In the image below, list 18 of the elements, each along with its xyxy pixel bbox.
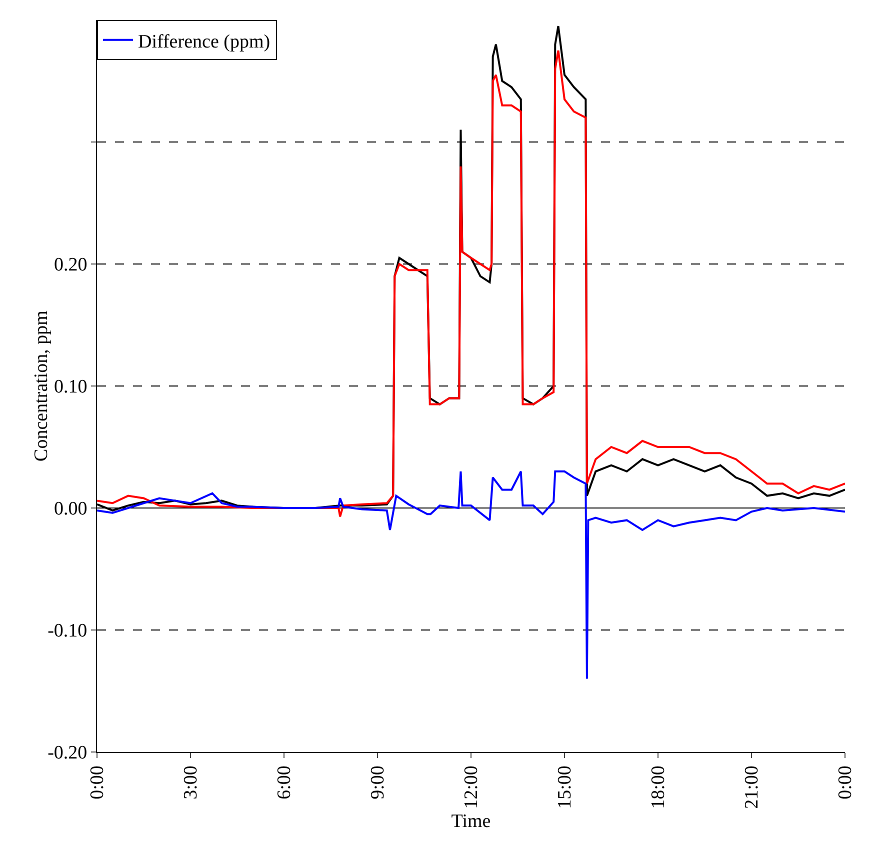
x-tick-label: 12:00: [461, 766, 482, 809]
y-tick-label: 0.20: [54, 254, 88, 276]
x-tick-label: 0:00: [87, 766, 108, 800]
y-tick-label: 0.10: [54, 376, 88, 398]
y-tick-label: -0.10: [48, 620, 88, 642]
y-axis-title: Concentration, ppm: [30, 310, 52, 462]
x-tick-label: 3:00: [180, 766, 202, 800]
line-series: [97, 470, 845, 680]
legend-label: Difference (ppm): [138, 31, 270, 52]
x-tick-label: 21:00: [742, 766, 763, 809]
x-tick-label: 6:00: [274, 766, 296, 800]
y-tick-label: -0.20: [48, 742, 88, 764]
y-tick-label: 0.00: [54, 498, 88, 520]
x-tick-label: 9:00: [368, 766, 389, 800]
x-axis-title: Time: [451, 810, 491, 832]
x-tick-label: 15:00: [554, 766, 576, 809]
x-tick-label: 18:00: [648, 766, 670, 809]
x-tick-label: 0:00: [835, 766, 856, 800]
